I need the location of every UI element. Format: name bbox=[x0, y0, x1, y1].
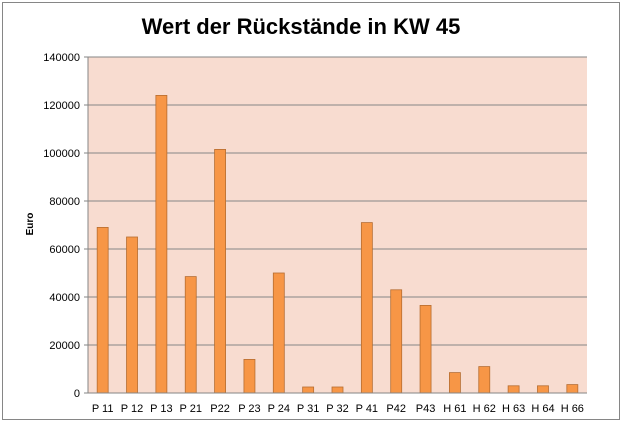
x-tick-label: P 32 bbox=[326, 403, 348, 415]
bar bbox=[302, 386, 315, 394]
y-tick-label: 40000 bbox=[49, 292, 80, 304]
bar bbox=[184, 276, 197, 394]
bar bbox=[96, 226, 109, 394]
y-tick-label: 60000 bbox=[49, 244, 80, 256]
bar bbox=[214, 148, 226, 394]
y-tick-label: 0 bbox=[74, 388, 80, 400]
x-tick-label: H 66 bbox=[561, 403, 584, 415]
x-tick-label: P 12 bbox=[121, 403, 143, 415]
x-tick-label: H 61 bbox=[443, 403, 466, 415]
x-tick-label: P 13 bbox=[150, 403, 172, 415]
x-tick-label: P22 bbox=[210, 403, 230, 415]
x-tick-label: P43 bbox=[416, 403, 436, 415]
bars bbox=[96, 95, 579, 394]
y-tick-label: 140000 bbox=[43, 52, 80, 64]
bar bbox=[360, 222, 373, 394]
x-tick-label: P 23 bbox=[238, 403, 260, 415]
y-tick-label: 100000 bbox=[43, 148, 80, 160]
bar bbox=[243, 358, 256, 394]
bar bbox=[155, 95, 168, 394]
bar bbox=[390, 289, 403, 394]
x-tick-label: P 21 bbox=[180, 403, 202, 415]
x-tick-label: P 24 bbox=[268, 403, 290, 415]
gridlines bbox=[88, 56, 587, 346]
x-tick-label: P 31 bbox=[297, 403, 319, 415]
bar bbox=[449, 372, 461, 394]
bar bbox=[507, 385, 520, 394]
bar bbox=[272, 272, 285, 394]
x-tick-label: P42 bbox=[386, 403, 406, 415]
y-tick-label: 80000 bbox=[49, 196, 80, 208]
x-tick-label: H 62 bbox=[473, 403, 496, 415]
bar bbox=[566, 384, 579, 394]
x-tick-label: P 41 bbox=[356, 403, 378, 415]
bar bbox=[478, 366, 491, 394]
y-axis-ticks: 0 20000 40000 60000 80000 100000 120000 140000 bbox=[43, 52, 88, 400]
bar bbox=[537, 385, 549, 394]
y-axis-label: Euro bbox=[25, 213, 36, 236]
bar bbox=[331, 386, 344, 394]
x-tick-label: H 63 bbox=[502, 403, 525, 415]
x-tick-label: H 64 bbox=[531, 403, 554, 415]
x-axis-ticks: P 11 P 12 P 13 P 21 P22 P 23 P 24 P 31 P 32 P 41 P… bbox=[92, 403, 584, 415]
x-tick-label: P 11 bbox=[92, 403, 114, 415]
plot-area bbox=[88, 57, 587, 393]
chart-title: Wert der Rückstände in KW 45 bbox=[142, 14, 461, 39]
y-tick-label: 120000 bbox=[43, 100, 80, 112]
bar bbox=[126, 236, 138, 394]
bar bbox=[419, 304, 432, 394]
y-tick-label: 20000 bbox=[49, 340, 80, 352]
